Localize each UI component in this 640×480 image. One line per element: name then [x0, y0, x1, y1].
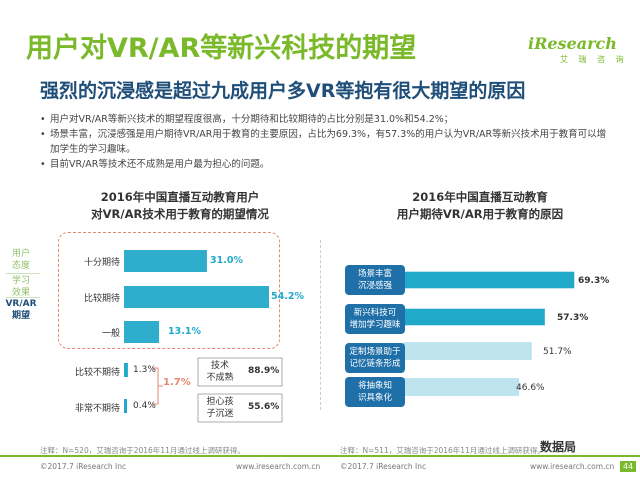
bullet-list: 用户对VR/AR等新兴技术的期望程度很高，十分期待和比较期待的占比分别是31.0…: [40, 112, 615, 172]
bar-label: 比较不期待: [74, 368, 120, 378]
bar: [404, 379, 519, 395]
bar: [124, 363, 128, 377]
side-label-attitude: 用户 态度: [11, 249, 30, 271]
panel-divider: [320, 240, 321, 410]
expectation-frame: [58, 232, 280, 349]
bar: [124, 399, 127, 413]
data-label: 1.3%: [133, 365, 156, 375]
footer-line: [0, 455, 640, 457]
right-note: 注释：N=511，艾瑞咨询于2016年11月通过线上调研获得。: [340, 446, 545, 455]
footer-copyright: ©2017.7 iResearch Inc: [340, 462, 427, 471]
reason-label: 将抽象知 识具象化: [345, 377, 405, 407]
reason-value: 57.3%: [557, 313, 589, 323]
bullet-item: 用户对VR/AR等新兴技术的期望程度很高，十分期待和比较期待的占比分别是31.0…: [40, 112, 615, 127]
side-divider: [6, 297, 40, 298]
concern-label: 担心孩 子沉迷: [206, 397, 234, 419]
data-label: 13.1%: [168, 326, 201, 337]
data-label: 54.2%: [271, 291, 304, 302]
reason-label: 新兴科技可 增加学习趣味: [345, 304, 405, 334]
concern-box: [197, 393, 283, 423]
bar-label: 十分期待: [83, 258, 120, 268]
side-label-expectation: VR/AR 期望: [5, 299, 37, 321]
reason-value: 51.7%: [543, 347, 572, 357]
side-divider: [6, 273, 40, 274]
reason-label: 场景丰富 沉浸感强: [345, 265, 405, 295]
left-chart-title: 2016年中国直播互动教育用户 对VR/AR技术用于教育的期望情况: [91, 190, 269, 221]
bar: [404, 272, 574, 288]
bar-label: 比较期待: [83, 294, 120, 304]
footer-copyright: ©2017.7 iResearch Inc: [40, 462, 127, 471]
reason-value: 46.6%: [516, 383, 545, 393]
left-note: 注释：N=520，艾瑞咨询于2016年11月通过线上调研获得。: [40, 446, 245, 455]
footer-website: www.iresearch.com.cn: [530, 462, 615, 471]
bar: [124, 286, 269, 308]
brand-logo: iResearch: [528, 34, 617, 53]
bar-label: 一般: [101, 329, 120, 339]
footer-website: www.iresearch.com.cn: [236, 462, 321, 471]
reason-value: 69.3%: [578, 276, 610, 286]
concern-box: [197, 357, 283, 387]
bar: [124, 321, 160, 343]
bar-label: 非常不期待: [74, 404, 120, 414]
brace-total-label: 1.7%: [163, 377, 191, 388]
bar: [404, 309, 545, 325]
bullet-item: 目前VR/AR等技术还不成熟是用户最为担心的问题。: [40, 157, 615, 172]
concern-value: 55.6%: [248, 402, 280, 412]
data-label: 0.4%: [133, 401, 156, 411]
page-subtitle: 强烈的沉浸感是超过九成用户多VR等抱有很大期望的原因: [40, 80, 526, 102]
reason-label: 定制场景助于 记忆链条形成: [345, 343, 405, 373]
page-title: 用户对VR/AR等新兴科技的期望: [26, 33, 417, 64]
bullet-item: 场景丰富，沉浸感强是用户期待VR/AR用于教育的主要原因，占比为69.3%，有5…: [40, 127, 615, 157]
bar: [124, 250, 207, 272]
brand-subtitle: 艾 瑞 咨 询: [560, 55, 628, 64]
wechat-watermark: 数据局: [540, 440, 577, 454]
concern-value: 88.9%: [248, 366, 280, 376]
side-label-effect: 学习 效果: [11, 276, 30, 298]
concern-label: 技术 不成熟: [206, 361, 234, 383]
right-chart-title: 2016年中国直播互动教育 用户期待VR/AR用于教育的原因: [396, 190, 564, 221]
page-number: 44: [620, 461, 637, 472]
data-label: 31.0%: [210, 255, 243, 266]
bar: [404, 343, 531, 359]
